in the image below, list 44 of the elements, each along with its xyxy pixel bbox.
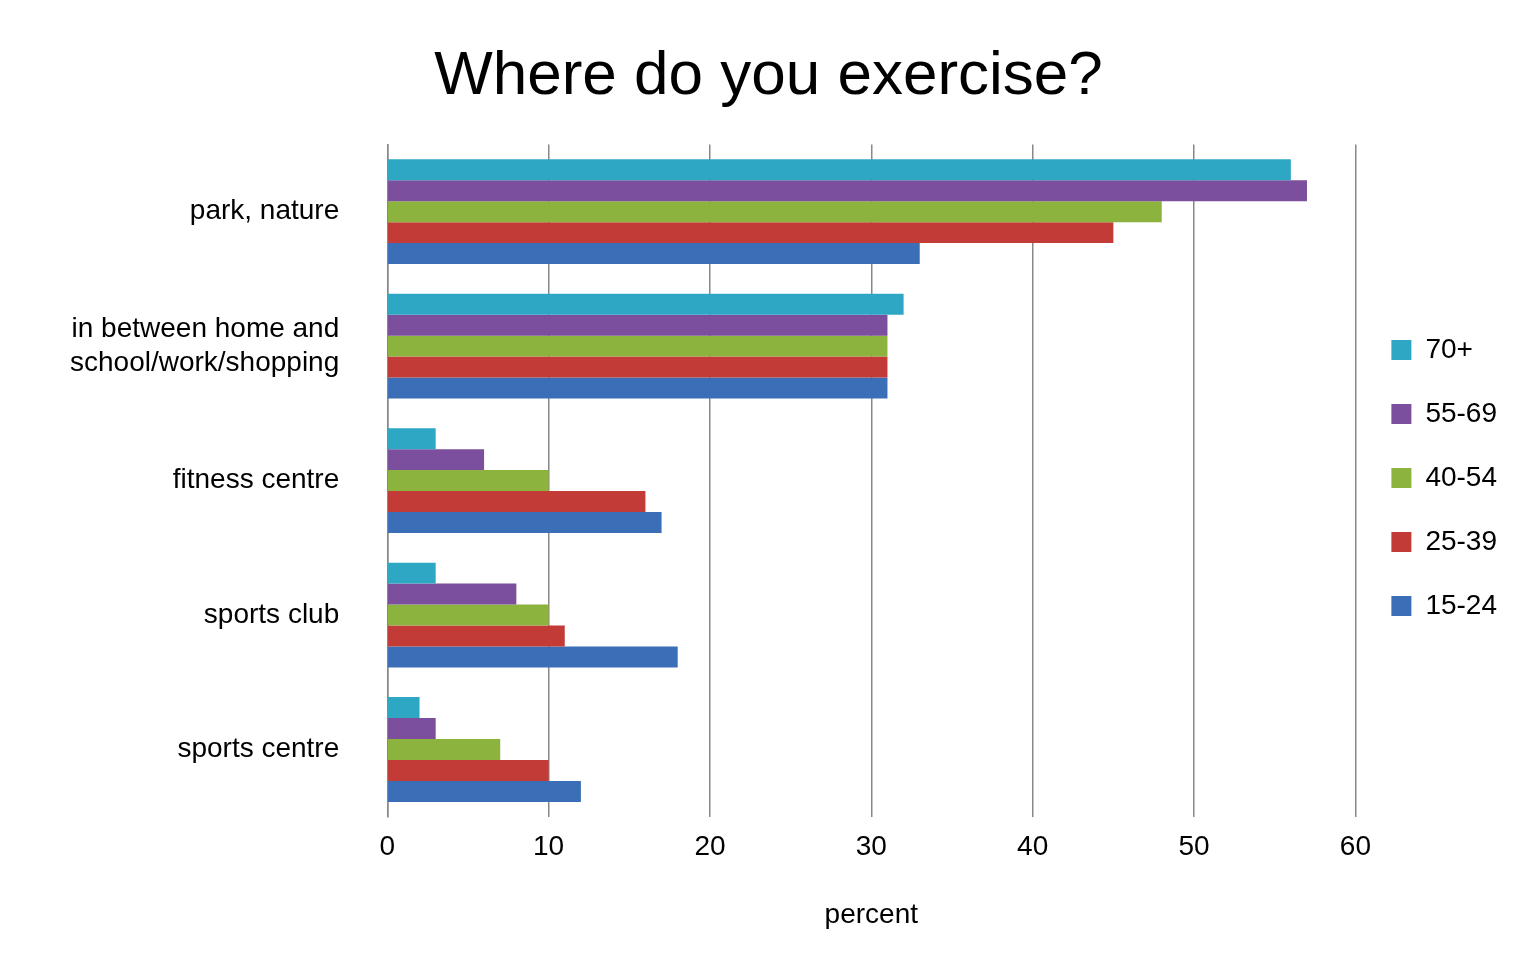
y-tick-label: park, nature [189,194,340,226]
x-tick-label: 0 [379,830,396,862]
bar [388,646,678,668]
y-tick-label: in between home and school/work/shopping [69,312,340,377]
legend-label: 25-39 [1425,524,1498,556]
bar [388,377,888,399]
y-tick-label: sports club [203,597,340,629]
bar [388,201,1162,223]
legend-label: 15-24 [1425,588,1498,620]
y-tick-label: sports centre [177,732,340,764]
chart-title: Where do you exercise? [434,38,1103,108]
bar [388,335,888,357]
legend-label: 70+ [1425,332,1473,364]
bar [388,604,549,626]
bar [388,314,888,336]
bar [388,180,1307,202]
bar [388,159,1291,181]
x-tick-label: 30 [855,830,887,862]
bar [388,491,646,513]
y-tick-label: fitness centre [172,463,340,495]
bar [388,356,888,378]
bar [388,739,501,761]
bar [388,697,420,719]
bar [388,718,436,740]
legend-label: 55-69 [1425,396,1498,428]
bar [388,449,485,471]
bar [388,428,436,450]
bar [388,583,517,605]
bar [388,243,920,265]
legend-label: 40-54 [1425,460,1498,492]
x-tick-label: 20 [694,830,726,862]
bar [388,760,549,782]
bar [388,222,1114,244]
bar [388,625,565,647]
bar [388,781,581,803]
bar [388,562,436,584]
x-tick-label: 10 [533,830,565,862]
bar [388,470,549,492]
bar [388,293,904,315]
x-tick-label: 50 [1178,830,1210,862]
x-tick-label: 40 [1017,830,1049,862]
x-tick-label: 60 [1339,830,1371,862]
x-axis-title: percent [824,897,919,929]
bar [388,512,662,534]
